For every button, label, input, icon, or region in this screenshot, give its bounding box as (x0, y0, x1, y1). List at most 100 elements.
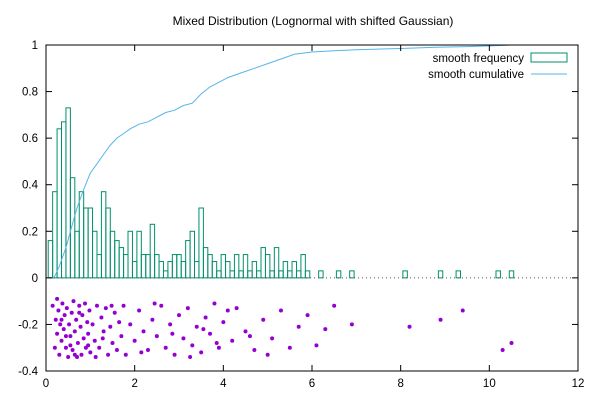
cumulative-line (53, 44, 512, 279)
histogram-bar (131, 261, 138, 279)
y-tick-label: 1 (32, 40, 38, 52)
scatter-point (53, 317, 58, 322)
scatter-point (99, 315, 104, 320)
y-tick-label: -0.2 (18, 319, 38, 331)
scatter-point (154, 334, 159, 339)
histogram-bar (194, 261, 200, 279)
histogram-bar (189, 230, 196, 279)
scatter-point (97, 345, 102, 350)
scatter-point (181, 336, 186, 341)
histogram-bar (251, 261, 258, 279)
scatter-point (81, 336, 86, 341)
scatter-point (305, 313, 310, 318)
scatter-point (119, 334, 124, 339)
scatter-point (145, 348, 150, 353)
histogram-bar (47, 240, 54, 279)
scatter-point (100, 336, 105, 341)
histogram-bar (198, 207, 204, 279)
histogram-bar (167, 261, 173, 279)
scatter-point (74, 317, 79, 322)
scatter-point (87, 308, 92, 313)
histogram-bar (295, 270, 302, 279)
x-tick-label: 12 (572, 378, 585, 390)
scatter-point (201, 327, 206, 332)
histogram-bar (207, 254, 213, 279)
scatter-point (159, 303, 164, 308)
scatter-point (68, 334, 73, 339)
scatter-point (509, 341, 514, 346)
scatter-point (55, 331, 60, 336)
scatter-point (64, 306, 69, 311)
y-tick-label: 0 (32, 273, 38, 285)
x-axis: 0 2 4 6 8 10 12 (43, 45, 585, 390)
scatter-point (80, 313, 85, 318)
scatter-point (252, 348, 257, 353)
histogram-bar (229, 270, 235, 279)
scatter-point (141, 329, 146, 334)
scatter-point (68, 343, 73, 348)
histogram-bar (349, 270, 355, 279)
scatter-point (93, 355, 98, 360)
histogram-bar (162, 270, 169, 279)
scatter-point (77, 303, 82, 308)
scatter-point (56, 308, 61, 313)
scatter-point (438, 317, 443, 322)
scatter-point (221, 320, 226, 325)
scatter-point (170, 331, 175, 336)
scatter-point (101, 329, 106, 334)
scatter-point (177, 313, 181, 318)
scatter-point (88, 350, 93, 355)
histogram-bar (52, 191, 58, 279)
histogram-bar (508, 270, 515, 279)
histogram-bar (260, 247, 266, 279)
scatter-point (83, 301, 88, 306)
histogram-bar (495, 270, 501, 279)
scatter-point (71, 299, 76, 304)
scatter-point (137, 308, 142, 313)
scatter-point (60, 301, 65, 306)
histogram-bar (278, 270, 284, 279)
legend: smooth frequency smooth cumulative (428, 52, 568, 81)
legend-label-cumulative: smooth cumulative (428, 69, 524, 81)
histogram-bar (65, 107, 71, 279)
histogram-bar (87, 207, 94, 279)
scatter-point (75, 341, 80, 346)
scatter-point (314, 343, 319, 348)
scatter-point (150, 317, 155, 322)
scatter-point (121, 303, 126, 308)
scatter-point (62, 313, 67, 318)
scatter-point (67, 322, 72, 327)
histogram-bar (185, 240, 191, 279)
histogram-bar (140, 254, 147, 279)
histogram-bar (247, 270, 253, 279)
scatter-point (109, 303, 114, 308)
x-tick-label: 8 (397, 378, 403, 390)
histogram-bar (264, 254, 271, 279)
histogram-bar (92, 230, 98, 279)
histogram-bar (105, 207, 111, 279)
histogram-bar (123, 254, 129, 279)
cumulative-line-group (53, 44, 512, 279)
scatter-point (296, 324, 301, 329)
histogram-bar (145, 254, 151, 279)
scatter-point (163, 345, 168, 350)
histogram-bar (282, 261, 289, 279)
histogram-bar (202, 247, 209, 279)
histogram-bar (256, 270, 262, 279)
scatter-point (323, 327, 328, 332)
scatter-point (216, 345, 221, 350)
histogram-bar (83, 207, 89, 279)
histogram-bar (100, 191, 107, 279)
scatter-point (86, 331, 91, 336)
scatter-point (243, 329, 248, 334)
histogram-bar (211, 261, 218, 279)
scatter-point (287, 345, 292, 350)
scatter-point (59, 317, 64, 322)
scatter-point (94, 303, 99, 308)
histogram-bar (437, 270, 444, 279)
histogram-bar (269, 270, 275, 279)
scatter-point (247, 334, 252, 339)
histogram-bar (56, 128, 63, 279)
histogram-bar (78, 191, 85, 279)
